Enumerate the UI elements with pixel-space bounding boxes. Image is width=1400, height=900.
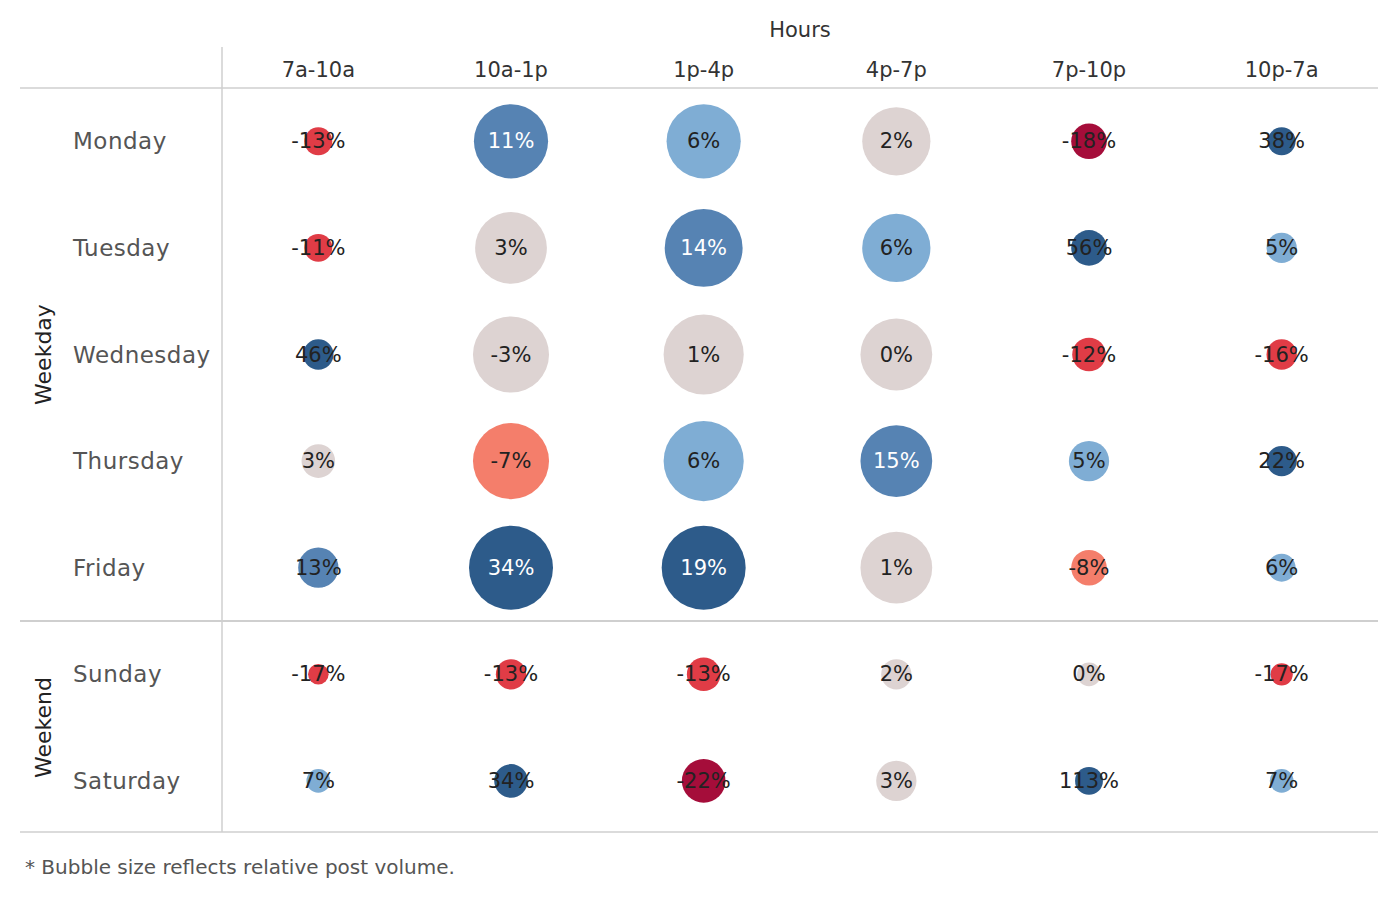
bubble: [860, 425, 932, 497]
bubble: [860, 532, 932, 604]
data-label: 13%: [295, 556, 342, 580]
data-label: 34%: [488, 769, 535, 793]
column-label: 10p-7a: [1245, 58, 1319, 82]
data-label: -8%: [1069, 556, 1110, 580]
group-label: Weekend: [31, 677, 56, 778]
data-label: 0%: [1072, 662, 1105, 686]
bubble: [473, 316, 549, 392]
bubble: [876, 761, 916, 801]
header-line: [20, 87, 1378, 89]
bubble: [469, 526, 553, 610]
bubble: [473, 423, 549, 499]
footnote: * Bubble size reflects relative post vol…: [25, 855, 455, 879]
bubble: [474, 104, 548, 178]
data-label: 3%: [302, 449, 335, 473]
bubble-labels: -13% 11% 6% 2% -18% 38% -11% 3% 14% 6% 56% 5% 46% -3%…: [291, 129, 1309, 793]
bubble: [862, 107, 930, 175]
data-label: 113%: [1059, 769, 1119, 793]
data-label: 6%: [880, 236, 913, 260]
row-label: Monday: [73, 128, 167, 154]
data-label: 56%: [1066, 236, 1113, 260]
data-label: 6%: [687, 449, 720, 473]
data-label: 0%: [880, 343, 913, 367]
chart: Hours 7a-10a 10a-1p 1p-4p 4p-7p 7p-10p 10p-7a W…: [0, 0, 1400, 900]
data-label: 34%: [488, 556, 535, 580]
data-label: 3%: [494, 236, 527, 260]
bubble: [664, 421, 744, 501]
data-label: -7%: [491, 449, 532, 473]
row-label: Wednesday: [73, 342, 211, 368]
bottom-line: [20, 831, 1378, 833]
bubble: [664, 314, 744, 394]
column-label: 7p-10p: [1052, 58, 1126, 82]
bubble: [665, 209, 743, 287]
data-label: 1%: [687, 343, 720, 367]
data-label: -3%: [491, 343, 532, 367]
row-label: Saturday: [73, 768, 181, 794]
group-label: Weekday: [31, 304, 56, 405]
data-label: 7%: [1265, 769, 1298, 793]
bubble: [475, 212, 547, 284]
data-label: -13%: [484, 662, 538, 686]
row-header-divider: [221, 47, 223, 832]
data-label: 22%: [1258, 449, 1305, 473]
bubble: [860, 319, 932, 391]
row-label: Friday: [73, 555, 146, 581]
data-label: -16%: [1255, 343, 1309, 367]
data-label: 14%: [680, 236, 727, 260]
bubble: [1069, 441, 1109, 481]
data-label: 15%: [873, 449, 920, 473]
data-label: 46%: [295, 343, 342, 367]
bubble: [862, 214, 930, 282]
data-label: -22%: [677, 769, 731, 793]
data-label: 6%: [1265, 556, 1298, 580]
group-divider: [20, 620, 1378, 622]
axis-title: Hours: [769, 18, 831, 42]
data-label: 2%: [880, 129, 913, 153]
row-label: Thursday: [72, 448, 184, 474]
data-label: 1%: [880, 556, 913, 580]
data-label: -13%: [291, 129, 345, 153]
bubble: [662, 526, 746, 610]
data-label: -17%: [291, 662, 345, 686]
column-label: 4p-7p: [866, 58, 927, 82]
bubble: [302, 444, 336, 478]
data-label: -18%: [1062, 129, 1116, 153]
data-label: -11%: [291, 236, 345, 260]
data-label: -13%: [677, 662, 731, 686]
data-label: -17%: [1255, 662, 1309, 686]
bubbles: [298, 104, 1297, 803]
chart-root: Hours 7a-10a 10a-1p 1p-4p 4p-7p 7p-10p 10p-7a W…: [0, 0, 1400, 900]
row-label: Sunday: [73, 661, 162, 687]
data-label: 5%: [1265, 236, 1298, 260]
data-label: 11%: [488, 129, 535, 153]
data-label: 6%: [687, 129, 720, 153]
data-label: 2%: [880, 662, 913, 686]
data-label: -12%: [1062, 343, 1116, 367]
data-label: 19%: [680, 556, 727, 580]
row-label: Tuesday: [72, 235, 170, 261]
data-label: 5%: [1072, 449, 1105, 473]
bubble: [667, 104, 741, 178]
data-label: 38%: [1258, 129, 1305, 153]
data-label: 7%: [302, 769, 335, 793]
column-label: 7a-10a: [282, 58, 355, 82]
column-label: 1p-4p: [673, 58, 734, 82]
data-label: 3%: [880, 769, 913, 793]
column-label: 10a-1p: [474, 58, 548, 82]
